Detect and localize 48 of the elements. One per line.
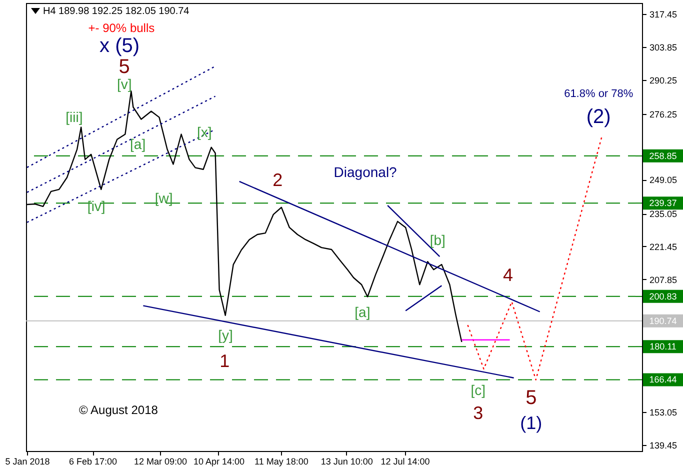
y-tick-label: 221.45 [650, 242, 678, 252]
ref-line-label: 258.85 [649, 150, 677, 161]
annotation: © August 2018 [79, 403, 158, 417]
ref-line-label: 200.83 [649, 291, 677, 302]
x-tick-label: 12 Mar 09:00 [134, 456, 187, 466]
annotation: [b] [430, 232, 446, 248]
annotation: 3 [473, 403, 484, 423]
y-tick-label: 317.45 [650, 10, 678, 20]
annotation: [a] [354, 304, 370, 320]
x-tick-label: 10 Apr 14:00 [193, 456, 245, 466]
annotation: 2 [272, 170, 283, 190]
x-tick-label: 5 Jan 2018 [5, 456, 50, 466]
y-tick-label: 303.85 [650, 42, 678, 52]
annotation: (1) [520, 413, 542, 433]
chart-title: H4 189.98 192.25 182.05 190.74 [43, 6, 190, 17]
annotation: [x] [196, 124, 212, 140]
annotation: 61.8% or 78% [564, 88, 634, 100]
annotation: Diagonal? [334, 164, 398, 180]
y-tick-label: 276.25 [650, 109, 678, 120]
y-tick-label: 249.05 [650, 175, 678, 186]
x-tick-label: 13 Jun 10:00 [320, 456, 373, 466]
annotation: [iii] [66, 109, 83, 125]
y-tick-label: 139.45 [650, 440, 678, 451]
annotation: (2) [586, 106, 611, 128]
annotation: +- 90% bulls [88, 21, 155, 35]
annotation: 5 [526, 387, 537, 409]
ref-line-label: 166.44 [649, 374, 677, 385]
annotation: [w] [154, 190, 173, 206]
annotation: [c] [470, 382, 486, 398]
ref-line-label: 180.11 [650, 342, 676, 352]
annotation: 5 [118, 56, 130, 78]
ref-line-label: 239.37 [649, 198, 677, 208]
ref-line-label: 190.74 [649, 316, 677, 326]
annotation: x (5) [100, 35, 140, 57]
y-tick-label: 207.85 [650, 274, 678, 285]
line-series [467, 136, 603, 380]
y-tick-label: 153.05 [650, 408, 678, 418]
annotation: [iv] [87, 198, 106, 214]
annotation: 4 [502, 265, 514, 285]
annotation: [v] [116, 76, 132, 92]
x-tick-label: 12 Jul 14:00 [380, 456, 430, 466]
y-tick-label: 290.25 [650, 75, 678, 86]
annotation: [a] [130, 136, 146, 152]
x-tick-label: 6 Feb 17:00 [69, 456, 118, 466]
annotation: 1 [220, 351, 230, 371]
x-tick-label: 11 May 18:00 [254, 456, 308, 466]
y-tick-label: 235.05 [650, 209, 678, 220]
annotation: [y] [218, 327, 233, 343]
